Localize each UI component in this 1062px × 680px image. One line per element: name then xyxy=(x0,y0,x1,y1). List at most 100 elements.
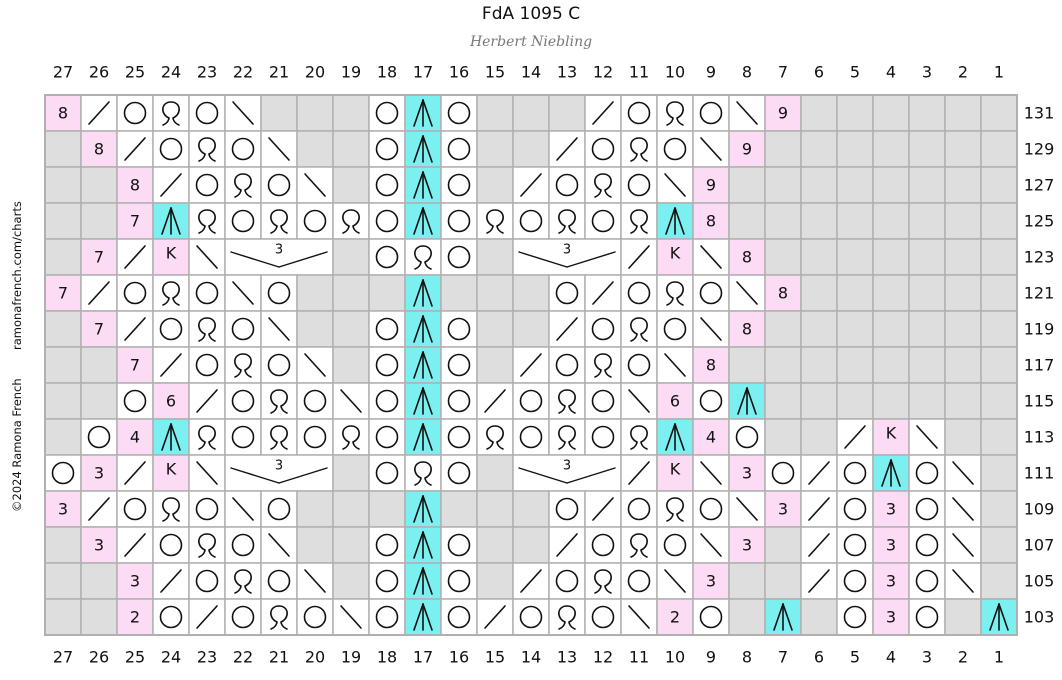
stitch-no-stitch xyxy=(800,310,838,348)
stitch-twisted-knit xyxy=(404,454,442,492)
column-number-bottom: 8 xyxy=(742,648,752,667)
stitch-no-stitch xyxy=(800,130,838,168)
stitch-right-decrease xyxy=(80,274,118,312)
stitch-yarn-over xyxy=(260,274,298,312)
stitch-twisted-knit xyxy=(332,418,370,456)
stitch-no-stitch xyxy=(764,346,802,384)
stitch-yarn-over xyxy=(440,166,478,204)
stitch-no-stitch xyxy=(944,418,982,456)
stitch-centered-double-decrease xyxy=(404,598,442,636)
stitch-no-stitch xyxy=(800,166,838,204)
stitch-no-stitch xyxy=(512,490,550,528)
stitch-no-stitch xyxy=(800,94,838,132)
stitch-no-stitch xyxy=(764,526,802,564)
stitch-centered-double-decrease xyxy=(404,310,442,348)
stitch-twisted-knit xyxy=(548,598,586,636)
stitch-twisted-knit xyxy=(224,562,262,600)
stitch-label-text: 8 xyxy=(742,320,752,339)
stitch-number-label: 7 xyxy=(80,310,118,348)
stitch-centered-double-decrease xyxy=(404,94,442,132)
column-number-bottom: 26 xyxy=(89,648,109,667)
stitch-no-stitch xyxy=(980,418,1018,456)
stitch-yarn-over xyxy=(584,130,622,168)
stitch-yarn-over xyxy=(440,526,478,564)
stitch-yarn-over xyxy=(368,526,406,564)
stitch-no-stitch xyxy=(872,166,910,204)
stitch-yarn-over xyxy=(836,526,874,564)
stitch-no-stitch xyxy=(764,202,802,240)
stitch-right-decrease xyxy=(512,346,550,384)
stitch-no-stitch xyxy=(44,526,82,564)
stitch-centered-double-decrease xyxy=(404,490,442,528)
stitch-right-decrease xyxy=(188,598,226,636)
stitch-twisted-knit xyxy=(548,382,586,420)
stitch-number-label: 8 xyxy=(116,166,154,204)
stitch-yarn-over xyxy=(44,454,82,492)
column-number-top: 19 xyxy=(341,63,361,82)
stitch-no-stitch xyxy=(80,382,118,420)
stitch-knit-label: K xyxy=(152,238,190,276)
stitch-no-stitch xyxy=(44,310,82,348)
stitch-yarn-over xyxy=(224,310,262,348)
stitch-yarn-over xyxy=(116,94,154,132)
stitch-yarn-over xyxy=(908,526,946,564)
stitch-twisted-knit xyxy=(548,418,586,456)
column-number-top: 7 xyxy=(778,63,788,82)
stitch-centered-double-decrease xyxy=(404,418,442,456)
column-number-top: 1 xyxy=(994,63,1004,82)
stitch-right-decrease xyxy=(152,166,190,204)
column-number-top: 2 xyxy=(958,63,968,82)
stitch-yarn-over xyxy=(296,418,334,456)
stitch-label-text: 9 xyxy=(706,176,716,195)
stitch-right-decrease xyxy=(548,526,586,564)
stitch-label-text: 4 xyxy=(130,428,140,447)
stitch-yarn-over xyxy=(620,490,658,528)
stitch-no-stitch xyxy=(800,418,838,456)
stitch-yarn-over xyxy=(440,238,478,276)
stitch-no-stitch xyxy=(296,526,334,564)
stitch-no-stitch xyxy=(872,382,910,420)
stitch-yarn-over xyxy=(188,274,226,312)
stitch-no-stitch xyxy=(836,346,874,384)
stitch-knit-label: K xyxy=(152,454,190,492)
stitch-left-decrease xyxy=(908,418,946,456)
chart-border xyxy=(44,94,1018,636)
stitch-number-label: 3 xyxy=(728,454,766,492)
stitch-twisted-knit xyxy=(260,598,298,636)
stitch-label-text: 2 xyxy=(130,608,140,627)
column-number-bottom: 24 xyxy=(161,648,181,667)
stitch-number-label: 6 xyxy=(152,382,190,420)
stitch-no-stitch xyxy=(980,94,1018,132)
stitch-label-text: K xyxy=(166,244,177,263)
column-number-top: 15 xyxy=(485,63,505,82)
stitch-no-stitch xyxy=(800,274,838,312)
stitch-twisted-knit xyxy=(188,130,226,168)
stitch-yarn-over xyxy=(584,310,622,348)
stitch-right-decrease xyxy=(152,562,190,600)
stitch-yarn-over xyxy=(188,166,226,204)
stitch-left-decrease xyxy=(692,454,730,492)
stitch-twisted-knit xyxy=(620,418,658,456)
stitch-no-stitch xyxy=(476,274,514,312)
group-count-text: 3 xyxy=(275,459,283,474)
row-number: 123 xyxy=(1024,248,1055,267)
stitch-no-stitch xyxy=(512,274,550,312)
stitch-no-stitch xyxy=(872,202,910,240)
stitch-yarn-over xyxy=(368,238,406,276)
stitch-no-stitch xyxy=(980,130,1018,168)
stitch-twisted-knit xyxy=(548,202,586,240)
stitch-no-stitch xyxy=(980,238,1018,276)
stitch-no-stitch xyxy=(836,274,874,312)
stitch-no-stitch xyxy=(872,274,910,312)
stitch-yarn-over xyxy=(440,598,478,636)
stitch-no-stitch xyxy=(908,130,946,168)
stitch-twisted-knit xyxy=(224,166,262,204)
stitch-number-label: 4 xyxy=(692,418,730,456)
stitch-no-stitch xyxy=(908,202,946,240)
stitch-yarn-over xyxy=(584,418,622,456)
stitch-no-stitch xyxy=(980,202,1018,240)
stitch-yarn-over xyxy=(692,94,730,132)
stitch-left-decrease xyxy=(224,94,262,132)
stitch-yarn-over xyxy=(224,382,262,420)
stitch-number-label: 7 xyxy=(44,274,82,312)
